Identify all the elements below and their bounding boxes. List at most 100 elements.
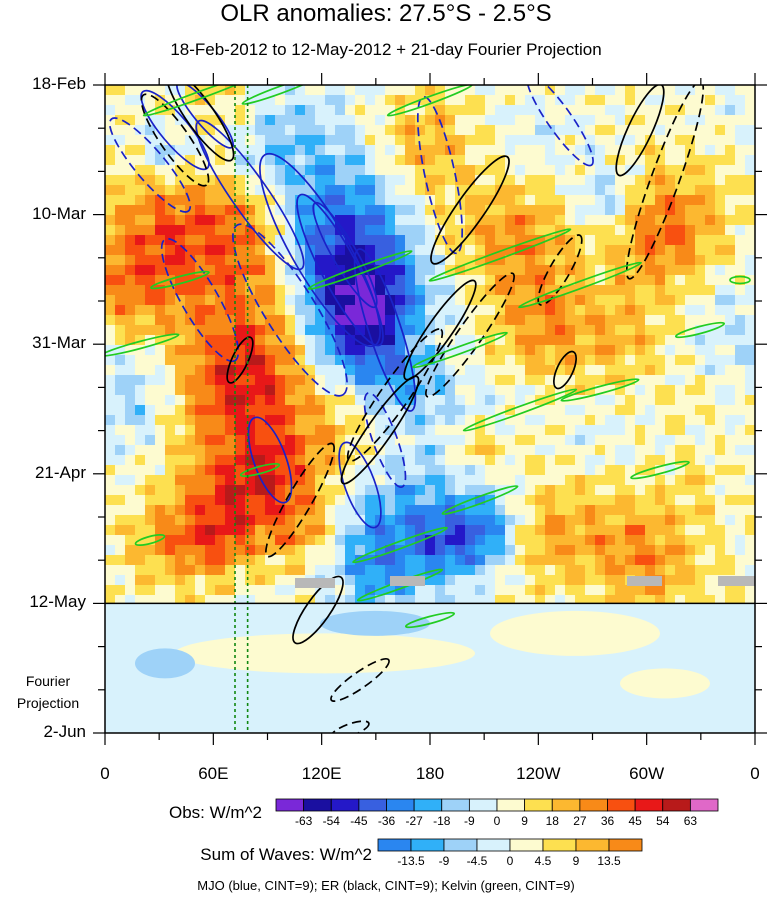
waves-colorbar-box (476, 838, 511, 852)
obs-colorbar-label: 36 (600, 814, 615, 828)
obs-colorbar-label: -45 (350, 814, 368, 828)
kelvin-contour (462, 388, 578, 432)
x-tick-label: 60W (629, 764, 665, 783)
er-contour-negative (346, 328, 444, 462)
obs-colorbar-label: 9 (521, 814, 528, 828)
waves-colorbar-label: -4.5 (466, 854, 488, 868)
obs-colorbar-box (441, 798, 470, 812)
projection-patch (490, 610, 660, 656)
kelvin-contour (630, 460, 690, 480)
kelvin-contour (518, 261, 642, 309)
obs-colorbar-label: -9 (464, 814, 475, 828)
obs-colorbar-box (662, 798, 691, 812)
y-tick-label: 31-Mar (32, 333, 86, 353)
obs-colorbar-box (303, 798, 332, 812)
x-tick-label: 120E (301, 764, 342, 783)
kelvin-contour (134, 534, 166, 546)
projection-label-line2: Projection (16, 695, 80, 711)
obs-colorbar-box (275, 798, 305, 812)
kelvin-contour (412, 331, 508, 369)
obs-colorbar-box (634, 798, 664, 812)
projection-patch (175, 633, 475, 674)
waves-colorbar-label: 13.5 (597, 854, 621, 868)
er-contour (340, 375, 420, 485)
mjo-contour (296, 193, 384, 347)
mjo-contour (353, 248, 417, 412)
missing-data-patch (295, 578, 335, 588)
mjo-contour-negative (526, 85, 594, 167)
obs-colorbar-title: Obs: W/m^2 (169, 803, 262, 822)
kelvin-contour (239, 462, 281, 478)
kelvin-contour (105, 333, 180, 357)
kelvin-contour (307, 250, 413, 290)
kelvin-contour (150, 270, 210, 290)
waves-colorbar-label: 4.5 (534, 854, 552, 868)
obs-colorbar-label: -63 (294, 814, 313, 828)
mjo-contour (140, 89, 210, 171)
kelvin-contour (441, 485, 519, 515)
er-contour (553, 350, 577, 390)
waves-colorbar-box (377, 838, 412, 852)
obs-colorbar-box (496, 798, 526, 812)
obs-colorbar-box (579, 798, 608, 812)
mjo-contour-negative (363, 391, 407, 489)
er-contour-negative (330, 720, 370, 733)
er-contour-negative (330, 658, 390, 702)
projection-patch (135, 648, 195, 679)
kelvin-contour (674, 321, 726, 339)
obs-colorbar-label: 18 (545, 814, 559, 828)
obs-colorbar-box (386, 798, 415, 812)
mjo-contour-negative (416, 95, 464, 255)
obs-colorbar-box (524, 798, 553, 812)
kelvin-contour (352, 526, 448, 564)
mjo-contour (312, 201, 378, 309)
obs-colorbar-label: 27 (573, 814, 587, 828)
obs-colorbar-label: 63 (683, 814, 698, 828)
projection-label-line1: Fourier (25, 673, 71, 689)
y-tick-label: 21-Apr (34, 462, 86, 482)
kelvin-contour (142, 85, 258, 117)
obs-colorbar-box (413, 798, 443, 812)
obs-colorbar-box (358, 798, 387, 812)
obs-colorbar-box (330, 798, 360, 812)
kelvin-contour (241, 85, 319, 105)
mjo-contour (247, 416, 293, 504)
waves-colorbar-box (509, 838, 544, 852)
kelvin-contour (428, 228, 572, 282)
er-contour (615, 85, 665, 177)
obs-colorbar-label: 45 (628, 814, 642, 828)
obs-colorbar-label: -54 (322, 814, 340, 828)
kelvin-contour (729, 275, 751, 285)
waves-colorbar-box (410, 838, 445, 852)
y-tick-label: 2-Jun (43, 722, 86, 741)
er-contour-negative (425, 272, 515, 398)
mjo-contour-negative (108, 117, 192, 213)
x-tick-label: 120W (516, 764, 561, 783)
waves-colorbar-box (575, 838, 610, 852)
waves-colorbar-label: 9 (572, 854, 580, 868)
waves-colorbar-label: -13.5 (397, 854, 425, 868)
x-tick-label: 0 (100, 764, 110, 783)
projection-patch (620, 668, 710, 699)
obs-colorbar-label: -36 (377, 814, 396, 828)
er-contour (165, 85, 235, 162)
waves-colorbar-box (443, 838, 478, 852)
y-tick-label: 12-May (29, 592, 86, 612)
missing-data-patch (627, 576, 662, 586)
mjo-contour (338, 441, 382, 529)
er-contour-negative (625, 85, 705, 280)
waves-colorbar-box (542, 838, 577, 852)
kelvin-contour (560, 378, 640, 402)
x-tick-label: 60E (198, 764, 229, 783)
obs-colorbar-box (689, 798, 719, 812)
fourier-projection-label: Fourier Projection (0, 670, 96, 714)
er-contour-negative (140, 93, 210, 187)
chart-title: OLR anomalies: 27.5°S - 2.5°S (220, 0, 552, 27)
obs-colorbar-box (607, 798, 636, 812)
obs-colorbar-box (551, 798, 581, 812)
er-contour (430, 155, 510, 265)
y-tick-label: 18-Feb (32, 74, 86, 93)
missing-data-patch (718, 576, 755, 586)
er-contour-negative (265, 442, 335, 558)
